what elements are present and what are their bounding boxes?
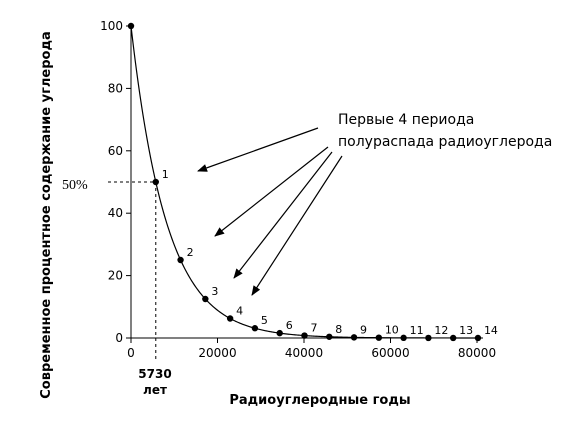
data-point-label: 13 xyxy=(459,324,473,337)
half-life-guides xyxy=(108,181,157,362)
y-tick-label: 80 xyxy=(108,81,123,95)
data-point-label: 2 xyxy=(187,246,194,259)
half-life-value-label: 5730 xyxy=(138,367,171,381)
data-point-label: 4 xyxy=(236,305,243,318)
callout-arrows xyxy=(197,127,343,296)
data-point-label: 3 xyxy=(211,285,218,298)
data-point xyxy=(152,178,159,186)
data-point-label: 7 xyxy=(310,322,317,335)
data-point xyxy=(350,334,358,341)
x-tick-label: 40000 xyxy=(285,346,323,360)
x-tick-label: 60000 xyxy=(371,346,409,360)
callout-arrow xyxy=(214,146,329,237)
data-point xyxy=(177,256,184,264)
y-tick-label: 0 xyxy=(115,331,123,345)
data-point xyxy=(301,332,308,339)
data-point xyxy=(226,315,234,322)
data-point xyxy=(251,325,259,332)
callout-arrow xyxy=(251,155,343,296)
data-point-label: 14 xyxy=(484,324,498,337)
y-tick-label: 40 xyxy=(108,206,123,220)
data-point xyxy=(449,334,457,342)
decay-curve xyxy=(130,25,477,339)
data-point-label: 10 xyxy=(385,324,399,337)
x-axis-title: Радиоуглеродные годы xyxy=(229,393,410,408)
data-point-label: 12 xyxy=(434,324,448,337)
data-point xyxy=(326,333,333,340)
data-point-label: 9 xyxy=(360,323,367,336)
series-line xyxy=(130,25,477,339)
data-point xyxy=(276,329,283,337)
data-point xyxy=(202,295,209,303)
y-axis-title: Современное процентное содержание углеро… xyxy=(39,31,54,398)
axes: 0 20 40 60 80 100 0 20000 40000 60000 80000 xyxy=(100,19,496,360)
half-life-unit-label: лет xyxy=(143,383,167,397)
data-point xyxy=(474,334,482,342)
half-level-label: 50% xyxy=(62,178,88,193)
y-tick-label: 60 xyxy=(108,144,123,158)
x-tick-label: 20000 xyxy=(198,346,236,360)
data-point-label: 5 xyxy=(261,314,268,327)
data-point xyxy=(400,334,407,342)
x-tick-label: 0 xyxy=(127,346,135,360)
data-point xyxy=(425,334,432,342)
callout-text-line1: Первые 4 периода xyxy=(338,112,474,128)
x-tick-label: 80000 xyxy=(458,346,496,360)
data-point xyxy=(127,22,135,30)
data-point-label: 11 xyxy=(410,324,424,337)
y-tick-label: 20 xyxy=(108,269,123,283)
callout-text-line2: полураспада радиоуглерода xyxy=(338,134,552,150)
callout-arrow xyxy=(197,127,319,172)
data-point-label: 8 xyxy=(335,323,342,336)
data-point-label: 6 xyxy=(286,319,293,332)
y-tick-label: 100 xyxy=(100,19,123,33)
data-point-label: 1 xyxy=(162,168,169,181)
data-point xyxy=(375,334,383,341)
callout-arrow xyxy=(233,151,333,279)
